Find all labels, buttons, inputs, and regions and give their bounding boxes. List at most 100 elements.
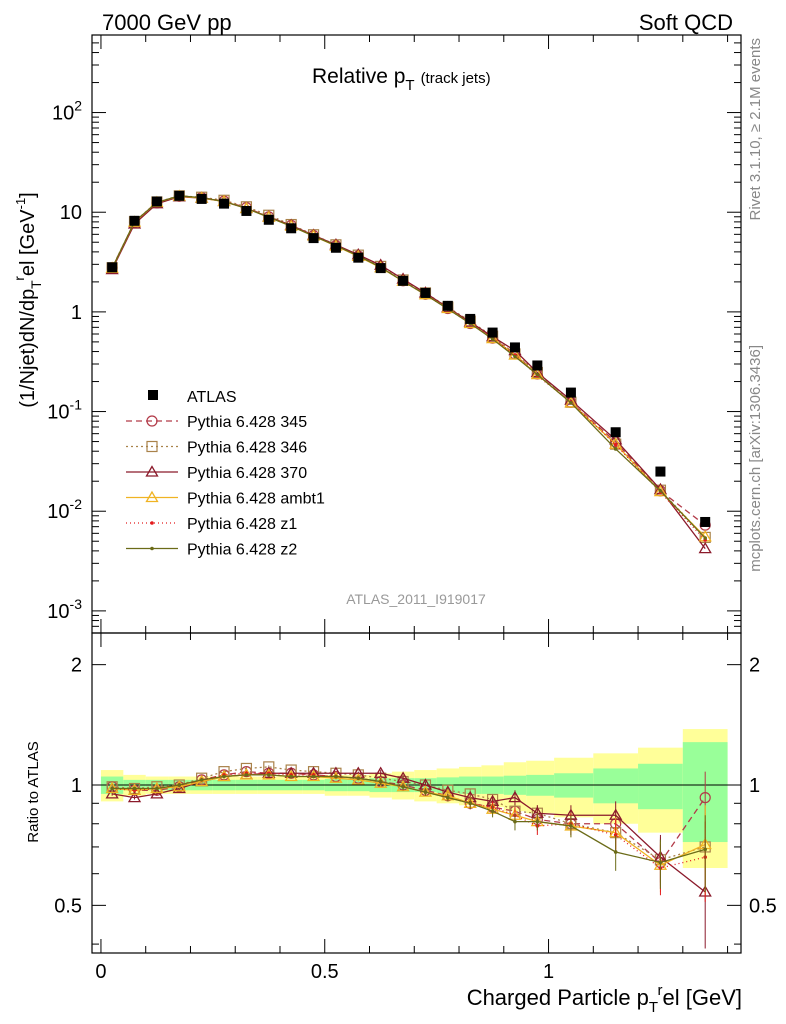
ratio-point bbox=[699, 792, 711, 804]
ratio-line bbox=[112, 774, 706, 864]
atlas-data-point bbox=[241, 205, 252, 216]
atlas-data-point bbox=[375, 263, 386, 274]
ratio-y-tick-label-right: 1 bbox=[749, 775, 760, 797]
atlas-data-point bbox=[655, 466, 666, 477]
legend-marker bbox=[146, 440, 158, 453]
x-tick-label: 0 bbox=[95, 961, 106, 983]
x-tick-label: 1 bbox=[543, 961, 554, 983]
atlas-data-point bbox=[487, 327, 498, 338]
atlas-data-point bbox=[308, 233, 319, 244]
legend-label: Pythia 6.428 370 bbox=[187, 465, 307, 482]
ratio-line bbox=[112, 766, 706, 861]
ratio-point bbox=[127, 783, 142, 795]
atlas-data-point bbox=[107, 262, 118, 273]
main-point bbox=[698, 541, 712, 554]
legend-marker bbox=[146, 415, 158, 427]
atlas-data-point bbox=[129, 215, 140, 226]
ratio-point bbox=[703, 847, 707, 852]
atlas-data-point bbox=[263, 214, 274, 225]
ratio-point bbox=[569, 824, 573, 828]
legend-atlas-marker bbox=[148, 390, 158, 400]
ratio-point bbox=[508, 790, 522, 803]
main-line bbox=[111, 195, 706, 541]
ratio-point bbox=[105, 781, 119, 794]
ratio-point bbox=[262, 766, 276, 778]
ratio-point bbox=[658, 860, 663, 865]
ratio-point bbox=[244, 773, 249, 777]
axis-ticks bbox=[92, 34, 741, 953]
ratio-band-inner bbox=[593, 768, 639, 804]
legend: ATLAS Pythia 6.428 345 Pythia 6.428 346 Pyt… bbox=[126, 389, 325, 559]
main-point bbox=[490, 337, 495, 341]
ratio-point bbox=[468, 801, 473, 806]
ratio-y-tick-label: 0.5 bbox=[54, 895, 82, 917]
ratio-point bbox=[446, 795, 450, 800]
ratio-point bbox=[490, 809, 495, 813]
ratio-point bbox=[329, 771, 343, 783]
ratio-point bbox=[172, 781, 186, 794]
ratio-point bbox=[334, 774, 338, 779]
main-series-3 bbox=[105, 189, 712, 542]
ratio-band-inner bbox=[638, 763, 683, 810]
ratio-y-tick-label-right: 0.5 bbox=[749, 895, 777, 917]
main-point bbox=[703, 536, 707, 540]
x-axis-label: Charged Particle pTrel [GeV] bbox=[467, 982, 742, 1016]
x-tick-label: 0.5 bbox=[311, 961, 339, 983]
main-point bbox=[513, 354, 517, 359]
atlas-data-point bbox=[196, 193, 207, 204]
ratio-point bbox=[239, 768, 254, 780]
main-point bbox=[530, 367, 544, 380]
atlas-data-point bbox=[610, 427, 621, 438]
main-point bbox=[564, 395, 578, 408]
legend-entry-2: Pythia 6.428 370 bbox=[126, 465, 307, 482]
ratio-point bbox=[401, 784, 405, 789]
legend-entry-atlas: ATLAS bbox=[148, 389, 237, 406]
ratio-point bbox=[132, 786, 137, 791]
atlas-data-point bbox=[420, 287, 431, 298]
atlas-data-point bbox=[465, 313, 476, 324]
legend-atlas-label: ATLAS bbox=[187, 389, 237, 406]
legend-entry-5: Pythia 6.428 z2 bbox=[126, 542, 297, 559]
atlas-data-point bbox=[532, 360, 543, 371]
atlas-data-point bbox=[286, 223, 297, 234]
legend-label: Pythia 6.428 345 bbox=[187, 414, 307, 431]
atlas-data-point bbox=[330, 242, 341, 253]
ratio-point bbox=[199, 778, 204, 782]
legend-entry-0: Pythia 6.428 345 bbox=[126, 414, 307, 431]
side-rivet-label: Rivet 3.1.10, ≥ 2.1M events bbox=[747, 38, 764, 221]
analysis-id: ATLAS_2011_I919017 bbox=[346, 591, 486, 607]
legend-entry-3: Pythia 6.428 ambt1 bbox=[126, 491, 325, 508]
atlas-data-point bbox=[442, 300, 453, 311]
ratio-y-tick-label: 2 bbox=[71, 655, 82, 677]
atlas-data-point bbox=[353, 252, 364, 263]
process-label: Soft QCD bbox=[639, 10, 733, 35]
ratio-point bbox=[378, 779, 383, 784]
legend-label: Pythia 6.428 z2 bbox=[187, 542, 297, 559]
ratio-point bbox=[356, 776, 361, 780]
main-y-axis-label: (1/Njet)dN/dpTrel [GeV-1] bbox=[11, 192, 44, 407]
ratio-point bbox=[266, 773, 271, 777]
main-series-5 bbox=[110, 194, 707, 540]
legend-entry-1: Pythia 6.428 346 bbox=[126, 440, 307, 457]
ratio-y-tick-label-right: 2 bbox=[749, 655, 760, 677]
main-point bbox=[613, 442, 618, 447]
main-line bbox=[111, 195, 706, 538]
atlas-data-point bbox=[174, 190, 185, 201]
atlas-data-point bbox=[565, 387, 576, 398]
main-line bbox=[111, 195, 706, 539]
main-point bbox=[535, 372, 540, 377]
main-point bbox=[658, 489, 663, 493]
atlas-data-point bbox=[398, 275, 409, 286]
ratio-point bbox=[423, 790, 428, 794]
ratio-point bbox=[110, 786, 114, 791]
atlas-data-point bbox=[509, 342, 520, 353]
legend-marker bbox=[145, 490, 159, 503]
main-point bbox=[569, 400, 573, 405]
legend-marker bbox=[150, 521, 154, 525]
ratio-y-axis-label: Ratio to ATLAS bbox=[25, 741, 42, 842]
main-y-tick-label: 10-3 bbox=[47, 596, 82, 623]
plot-title: Relative pT (track jets) bbox=[312, 65, 491, 94]
main-y-tick-label: 10 bbox=[60, 202, 82, 224]
ratio-point bbox=[177, 783, 182, 787]
